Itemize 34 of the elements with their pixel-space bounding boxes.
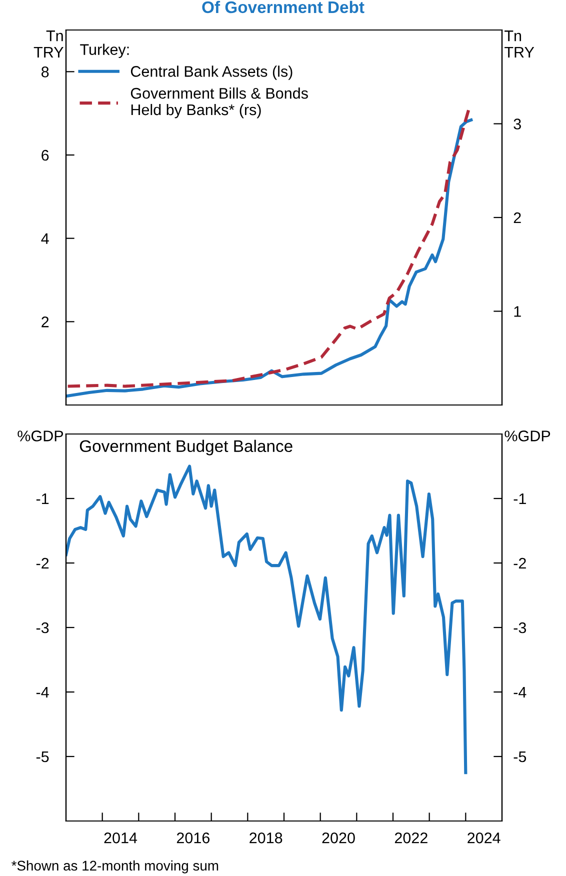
- y2-tick-label: -1: [514, 494, 526, 504]
- y2-tick-label: -4: [514, 687, 526, 698]
- y2-tick-label: -3: [514, 622, 526, 634]
- y2-tick-label: 3: [514, 118, 521, 130]
- y2-tick-label: -5: [514, 752, 526, 762]
- y-tick-label: -3: [36, 622, 49, 634]
- y2-tick-label: -2: [514, 558, 526, 569]
- x-tick-label: 2016: [176, 832, 210, 844]
- x-tick-label: 2014: [104, 832, 138, 844]
- y2-axis-title: Tn TRY: [504, 30, 534, 58]
- legend-label: Government Bills & Bonds Held by Banks* (rs): [130, 88, 308, 118]
- y-tick-label: 8: [42, 66, 49, 78]
- legend-label: Central Bank Assets (ls): [130, 66, 292, 80]
- x-tick-label: 2018: [250, 832, 282, 844]
- chart-title: Of Government Debt: [202, 0, 364, 14]
- x-tick-label: 2022: [394, 832, 428, 844]
- x-tick-label: 2020: [322, 832, 355, 844]
- y2-axis-title: %GDP: [504, 430, 550, 442]
- y-tick-label: 2: [42, 316, 49, 328]
- y-axis-title: %GDP: [18, 430, 64, 442]
- y2-tick-label: 1: [514, 306, 521, 317]
- line-series: [66, 464, 468, 774]
- chart-title: Government Budget Balance: [80, 440, 292, 456]
- text: *Shown as 12-month moving sum: [12, 860, 218, 874]
- y-tick-label: -2: [36, 558, 49, 569]
- y-tick-label: 4: [41, 233, 49, 244]
- y-tick-label: -4: [36, 687, 49, 698]
- x-tick-label: 2024: [468, 832, 500, 844]
- y-tick-label: -5: [36, 752, 49, 762]
- y2-tick-label: 2: [514, 212, 521, 224]
- legend-title: Turkey:: [80, 44, 129, 58]
- y-axis-title: Tn TRY: [34, 30, 64, 58]
- y-tick-label: 6: [42, 150, 49, 161]
- y-tick-label: -1: [36, 494, 49, 504]
